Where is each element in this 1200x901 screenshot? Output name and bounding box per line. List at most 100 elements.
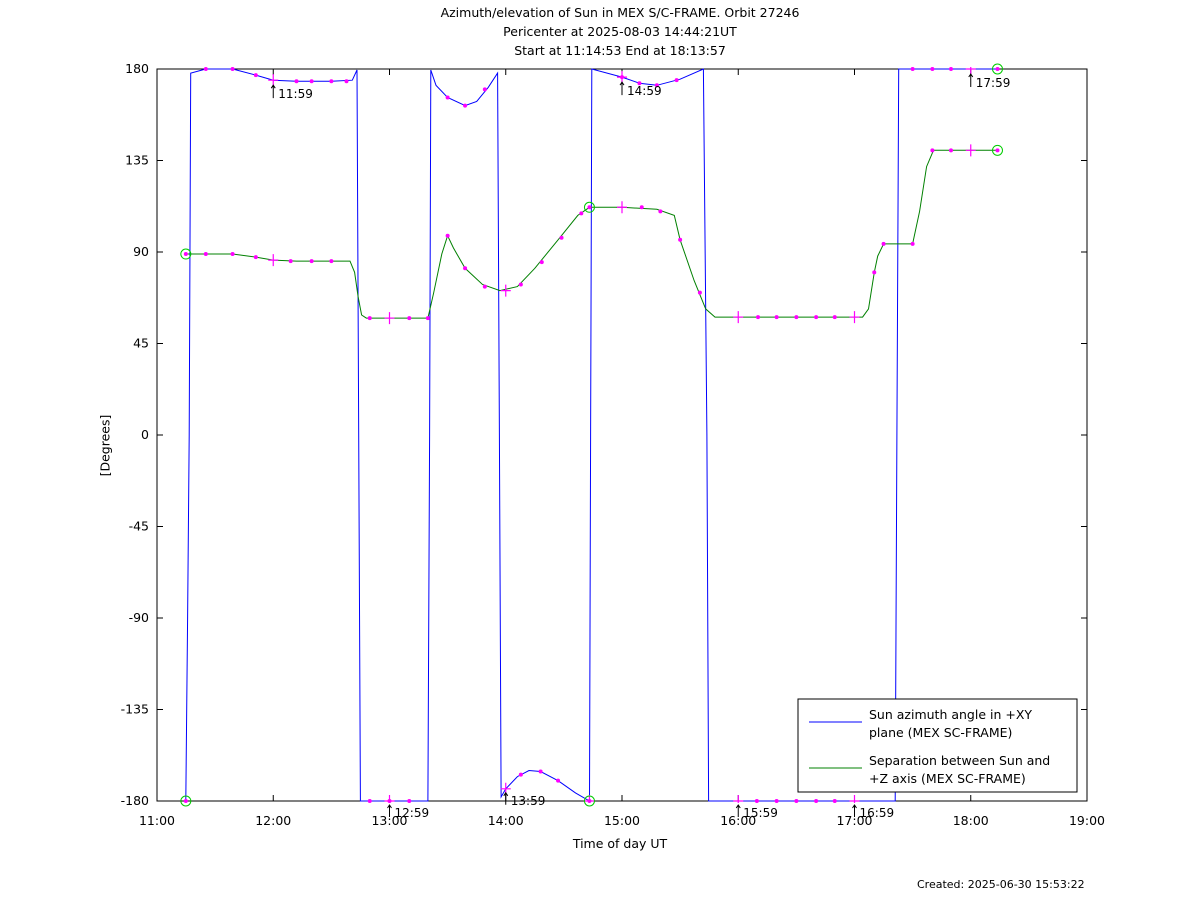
legend-label-separation: Separation between Sun and [869,753,1050,768]
separation-marker [814,315,819,320]
endpoint-dot-marker [995,148,1000,153]
separation-marker [407,316,412,321]
y-tick-label: -180 [121,793,149,808]
separation-hour-marker [965,144,976,157]
chart-subtitle-pericenter: Pericenter at 2025-08-03 14:44:21UT [503,24,737,39]
plot-frame [156,68,1088,802]
azimuth-marker [294,79,299,84]
separation-marker [658,209,663,214]
separation-marker [539,260,544,265]
separation-marker [367,316,372,321]
legend-label-azimuth: plane (MEX SC-FRAME) [869,725,1012,740]
annotation-label: 13:59 [511,794,546,808]
x-tick-label: 11:00 [139,813,175,828]
y-tick-label: -90 [129,610,149,625]
azimuth-marker [309,79,314,84]
separation-marker [774,315,779,320]
annotation-arrow [387,804,392,817]
separation-marker [756,315,761,320]
azimuth-marker [538,769,543,774]
azimuth-marker [948,67,953,71]
y-axis-label: [Degrees] [97,414,113,477]
y-tick-label: -135 [121,702,149,717]
time-annotation: 11:59 [270,84,313,101]
azimuth-marker [814,799,819,803]
chart-subtitle-timerange: Start at 11:14:53 End at 18:13:57 [514,43,726,58]
separation-marker [697,290,702,295]
separation-marker [230,252,235,257]
chart-title: Azimuth/elevation of Sun in MEX S/C-FRAM… [440,5,800,20]
separation-series-line [185,149,998,319]
annotation-label: 14:59 [627,84,662,98]
annotation-arrow [735,804,741,817]
separation-marker [482,284,487,289]
azimuth-marker [203,67,208,71]
azimuth-marker [482,87,487,92]
azimuth-marker [344,79,349,84]
y-tick-label: 135 [125,153,149,168]
created-timestamp: Created: 2025-06-30 15:53:22 [917,878,1085,891]
endpoint-circle-marker [180,248,192,260]
time-annotation: 13:59 [503,791,546,808]
annotation-label: 12:59 [395,806,430,820]
separation-hour-marker [849,311,860,324]
separation-hour-marker [733,311,744,324]
x-tick-label: 19:00 [1069,813,1105,828]
legend: Sun azimuth angle in +XY plane (MEX SC-FR… [797,698,1078,793]
azimuth-marker [463,103,468,108]
annotation-label: 11:59 [278,87,313,101]
legend-box [797,698,1078,793]
x-tick-label: 13:00 [371,813,407,828]
separation-marker [425,316,430,321]
time-annotation: 16:59 [852,804,895,820]
azimuth-marker [832,799,837,803]
separation-marker [329,259,334,264]
separation-marker [559,235,564,240]
azimuth-marker [910,67,915,71]
azimuth-hour-marker [849,795,860,803]
endpoint-dot-marker [995,67,1000,71]
azimuth-marker [329,79,334,84]
azimuth-marker [518,772,523,777]
y-tick-label: 0 [141,427,149,442]
x-tick-label: 16:00 [720,813,756,828]
separation-marker [639,205,644,210]
y-tick-label: 90 [133,244,149,259]
separation-marker [445,233,450,238]
x-tick-label: 18:00 [953,813,989,828]
annotation-arrow [968,73,974,87]
endpoint-circle-marker [991,144,1003,156]
azimuth-marker [367,799,372,803]
azimuth-marker [930,67,935,71]
azimuth-hour-marker [965,67,976,75]
separation-marker [832,315,837,320]
separation-marker [881,241,886,246]
separation-marker [930,148,935,153]
azimuth-hour-marker [733,795,744,803]
plot-area [185,67,998,803]
azimuth-marker [230,67,235,71]
time-annotation: 17:59 [968,73,1010,90]
y-tick-label: 180 [125,61,149,76]
separation-marker [288,259,293,264]
azimuth-series-line [185,68,998,802]
endpoint-circle-marker [991,63,1003,75]
legend-label-separation: +Z axis (MEX SC-FRAME) [869,771,1026,786]
annotation-arrow [270,84,276,99]
separation-marker [518,282,523,287]
separation-marker [463,266,468,271]
endpoint-dot-marker [587,799,592,803]
azimuth-marker [556,778,561,783]
separation-marker [253,255,258,260]
azimuth-hour-marker [617,71,627,84]
separation-marker [948,148,953,153]
separation-hour-marker [268,254,279,267]
annotation-label: 16:59 [860,806,895,820]
separation-marker [794,315,799,320]
x-tick-label: 14:00 [488,813,524,828]
azimuth-marker [253,73,258,78]
time-annotation: 15:59 [735,804,778,820]
separation-marker [579,211,584,216]
separation-marker [203,252,208,257]
